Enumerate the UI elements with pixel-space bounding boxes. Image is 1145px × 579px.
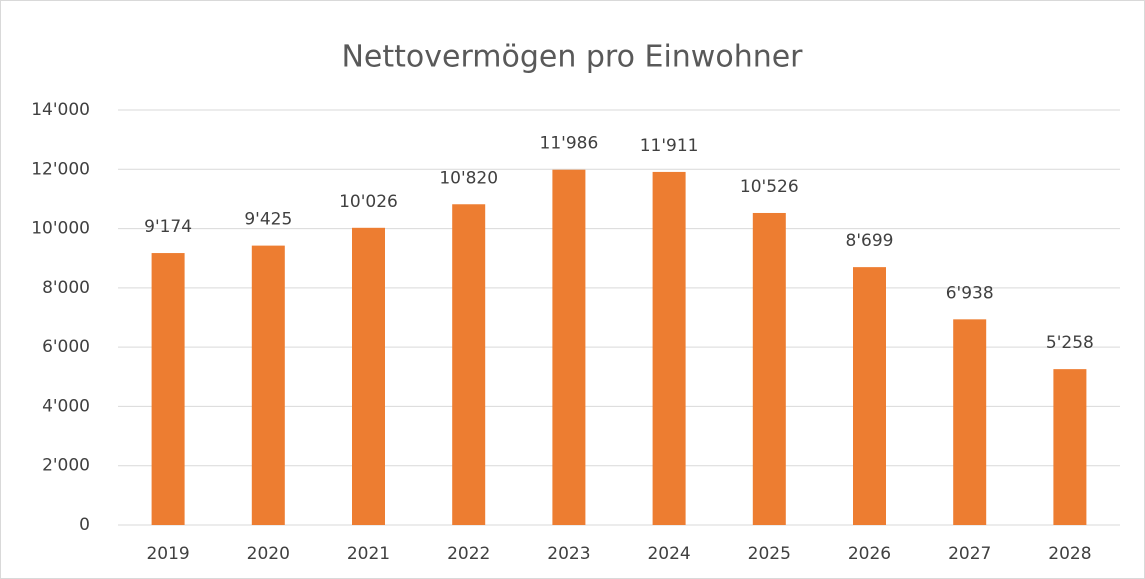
bar [1053, 369, 1087, 525]
x-tick-label: 2020 [247, 544, 290, 564]
y-tick-label: 6'000 [42, 337, 90, 357]
data-label: 11'911 [640, 136, 699, 156]
data-label: 11'986 [540, 134, 599, 154]
y-tick-label: 0 [79, 515, 90, 535]
x-tick-label: 2025 [748, 544, 791, 564]
data-label: 10'026 [339, 192, 398, 212]
x-tick-label: 2023 [547, 544, 590, 564]
x-tick-label: 2019 [146, 544, 189, 564]
bar [151, 253, 185, 525]
y-tick-label: 14'000 [31, 100, 90, 120]
x-tick-label: 2022 [447, 544, 490, 564]
y-tick-label: 4'000 [42, 396, 90, 416]
y-tick-label: 10'000 [31, 219, 90, 239]
bar [552, 169, 586, 525]
y-tick-label: 8'000 [42, 278, 90, 298]
y-tick-label: 12'000 [31, 159, 90, 179]
bar [853, 267, 886, 525]
x-tick-label: 2024 [647, 544, 690, 564]
x-tick-label: 2026 [848, 544, 891, 564]
x-tick-label: 2027 [948, 544, 991, 564]
data-label: 10'820 [439, 168, 498, 188]
bar [352, 227, 385, 525]
bar [652, 171, 686, 525]
data-label: 10'526 [740, 177, 799, 197]
bar [953, 319, 987, 525]
data-label: 6'938 [946, 283, 994, 303]
x-tick-label: 2028 [1048, 544, 1091, 564]
chart-title: Nettovermögen pro Einwohner [341, 40, 803, 75]
bar [452, 204, 486, 525]
y-tick-label: 2'000 [42, 456, 90, 476]
data-label: 9'425 [244, 210, 292, 230]
data-label: 5'258 [1046, 333, 1094, 353]
data-label: 8'699 [846, 231, 894, 251]
x-tick-label: 2021 [347, 544, 390, 564]
data-label: 9'174 [144, 217, 192, 237]
bar [752, 212, 786, 525]
bar [251, 245, 285, 525]
